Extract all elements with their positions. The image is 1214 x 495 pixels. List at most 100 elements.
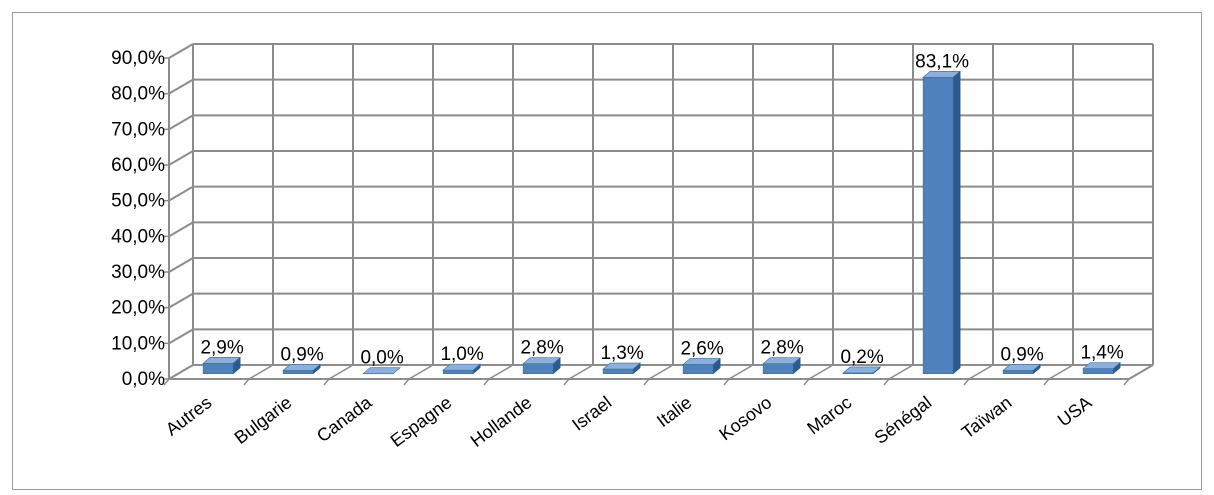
data-label: 1,4% — [1080, 343, 1123, 364]
bar — [282, 363, 321, 375]
bar-chart: 0,0% 10,0% 20,0% 30,0% 40,0% 50,0% 60,0% 70,0% 8… — [111, 43, 1154, 451]
y-tick-label: 30,0% — [111, 262, 165, 283]
bar-front — [922, 76, 954, 374]
data-label: 0,9% — [280, 344, 323, 365]
bar — [1002, 363, 1041, 375]
bar-front — [1002, 370, 1034, 374]
bar-top — [842, 366, 881, 374]
bar-front — [522, 363, 554, 374]
floor-divider — [728, 364, 754, 380]
x-tick-label: Italie — [653, 392, 695, 431]
x-tick-label: Autres — [162, 392, 216, 439]
bar — [362, 367, 401, 375]
x-tick-label: Espagne — [387, 392, 456, 451]
bar-side — [952, 70, 961, 375]
y-tick-label: 60,0% — [111, 155, 165, 176]
y-tick-label: 0,0% — [122, 369, 165, 390]
gridline-side — [168, 185, 194, 202]
floor-divider — [248, 364, 274, 380]
chart-frame: 0,0% 10,0% 20,0% 30,0% 40,0% 50,0% 60,0% 70,0% 8… — [12, 12, 1202, 490]
floor-divider — [328, 364, 354, 380]
floor-edge — [1128, 364, 1154, 380]
data-label: 2,8% — [520, 338, 563, 359]
floor-divider — [1048, 364, 1074, 380]
floor-divider — [568, 364, 594, 380]
bar-front — [202, 363, 234, 374]
bar — [442, 363, 481, 375]
y-tick-label: 50,0% — [111, 191, 165, 212]
gridline-side — [168, 78, 194, 95]
x-tick-label: Kosovo — [715, 392, 775, 444]
floor-divider — [808, 364, 834, 380]
side-wall — [169, 44, 193, 379]
bar-front — [282, 370, 314, 374]
bar-front — [682, 364, 714, 374]
floor-divider — [648, 364, 674, 380]
x-tick-label: Canada — [313, 392, 376, 447]
y-tick-label: 90,0% — [111, 48, 165, 69]
bar-front — [442, 369, 474, 374]
gridline-side — [168, 150, 194, 166]
x-tick-label: Bulgarie — [231, 392, 296, 448]
bar-front — [1082, 368, 1114, 374]
data-labels: 2,9% 0,9% 0,0% 1,0% 2,8% 1,3% 2,6% 2,8% 0,2% 83,1… — [200, 51, 1123, 368]
bar — [602, 362, 641, 375]
bar-top — [202, 357, 241, 364]
gridline-side — [168, 257, 194, 273]
gridlines — [163, 43, 1154, 386]
floor-divider — [408, 364, 434, 380]
floor-divider — [968, 364, 994, 380]
bar — [762, 357, 801, 375]
data-label: 1,0% — [440, 344, 483, 365]
y-axis-tick-labels: 0,0% 10,0% 20,0% 30,0% 40,0% 50,0% 60,0% 70,0% 8… — [111, 48, 165, 390]
floor-divider — [488, 364, 514, 380]
bar-top — [1082, 362, 1121, 369]
data-label: 2,9% — [200, 337, 243, 358]
x-axis-tick-labels: Autres Bulgarie Canada Espagne Hollande Israe… — [162, 392, 1096, 451]
x-tick-label: Sénégal — [871, 392, 936, 448]
bar — [682, 357, 721, 375]
x-tick-label: Taïwan — [958, 392, 1016, 442]
gridline-side — [168, 292, 194, 309]
x-tick-mark — [163, 378, 170, 386]
bar-top — [282, 364, 321, 371]
x-tick-label: Israel — [568, 392, 615, 434]
bar-top — [682, 358, 721, 365]
bar-top — [362, 367, 401, 374]
y-tick-label: 80,0% — [111, 84, 165, 105]
bar-top — [602, 362, 641, 370]
gridline-side — [168, 328, 194, 345]
gridline-side — [168, 114, 194, 131]
y-tick-label: 70,0% — [111, 119, 165, 140]
gridline-side — [168, 221, 194, 238]
x-tick-label: USA — [1054, 392, 1096, 430]
y-tick-label: 20,0% — [111, 298, 165, 319]
data-label: 2,8% — [760, 338, 803, 359]
data-label: 0,2% — [840, 347, 883, 368]
bar — [842, 366, 881, 375]
data-label: 2,6% — [680, 338, 723, 359]
bar-top — [1002, 364, 1041, 371]
gridline-side — [168, 43, 194, 59]
data-label: 0,0% — [360, 348, 403, 369]
bar — [922, 70, 961, 375]
bar — [522, 357, 561, 375]
bars — [202, 70, 1121, 375]
x-tick-label: Hollande — [467, 392, 536, 451]
bar-front — [762, 363, 794, 374]
bar — [1082, 362, 1121, 375]
bar-top — [922, 70, 961, 78]
bar-top — [762, 357, 801, 364]
x-tick-label: Maroc — [803, 392, 855, 438]
floor-divider — [168, 364, 194, 380]
bar — [202, 356, 241, 375]
y-tick-label: 40,0% — [111, 226, 165, 247]
y-tick-label: 10,0% — [111, 333, 165, 354]
data-label: 0,9% — [1000, 344, 1043, 365]
bar-top — [522, 357, 561, 364]
data-label: 1,3% — [600, 343, 643, 364]
bar-top — [442, 363, 481, 371]
floor-divider — [888, 364, 914, 380]
data-label: 83,1% — [915, 51, 969, 72]
bar-front — [602, 368, 634, 374]
